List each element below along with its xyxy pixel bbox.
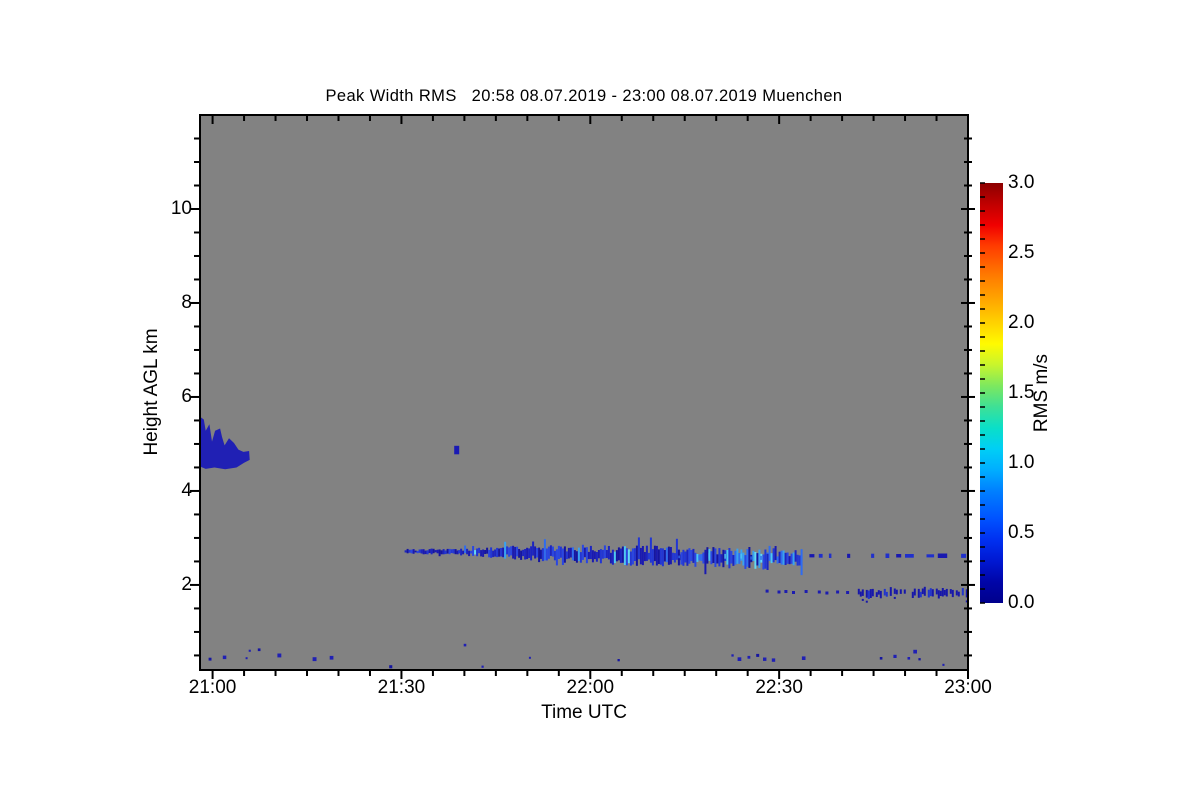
colorbar-tick-label: 2.5: [1008, 242, 1035, 263]
y-tick-label: 10: [170, 197, 192, 219]
colorbar-tick-label: 1.0: [1008, 452, 1035, 473]
x-tick-label: 23:00: [944, 677, 992, 698]
x-tick-label: 21:30: [377, 677, 426, 698]
y-tick-label: 4: [181, 479, 192, 501]
colorbar-tick-label: 1.5: [1008, 382, 1035, 403]
colorbar-tick-label: 0.5: [1008, 522, 1035, 543]
colorbar-tick-label: 2.0: [1008, 312, 1035, 333]
plot-area: [200, 115, 968, 670]
y-tick-label: 2: [181, 573, 192, 595]
y-tick-label: 8: [181, 291, 192, 313]
x-tick-label: 21:00: [188, 677, 237, 698]
colorbar-tick-label: 0.0: [1008, 592, 1035, 613]
colorbar-tick-label: 3.0: [1008, 172, 1035, 193]
x-tick-label: 22:30: [755, 677, 803, 698]
y-tick-label: 6: [181, 385, 192, 407]
x-axis-title: Time UTC: [541, 702, 627, 723]
x-tick-label: 22:00: [566, 677, 615, 698]
chart-title: Peak Width RMS 20:58 08.07.2019 - 23:00 …: [325, 87, 843, 105]
